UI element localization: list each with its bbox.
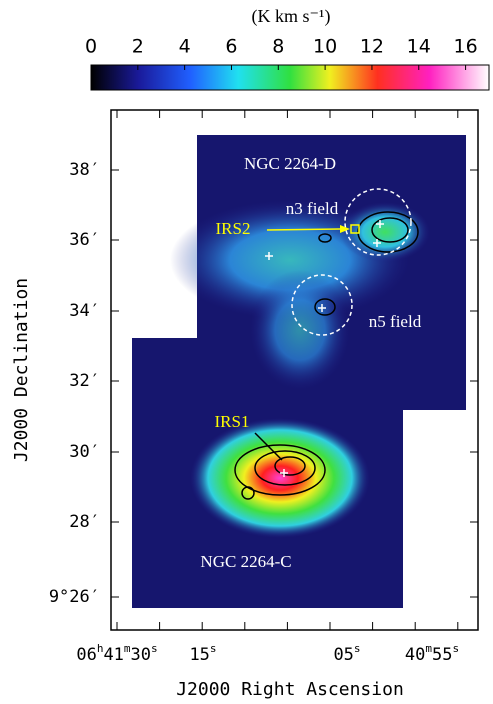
y-tick-label: 36′ [69, 230, 100, 250]
emission [190, 418, 370, 538]
annotation: IRS2 [216, 219, 251, 238]
x-tick-label: 15s [189, 642, 216, 665]
annotation: n5 field [369, 312, 422, 331]
y-tick-label: 34′ [69, 301, 100, 321]
x-tick-label: 40m55s [405, 642, 459, 665]
colorbar-label: (K km s⁻¹) [252, 6, 331, 27]
x-tick-label: 06h41m30s [76, 642, 157, 665]
y-tick-label: 38′ [69, 160, 100, 180]
y-axis-label: J2000 Declination [11, 278, 32, 462]
colorbar-tick-label: 10 [313, 36, 337, 58]
annotation: IRS1 [215, 412, 250, 431]
colorbar-tick-label: 14 [407, 36, 431, 58]
arrow [267, 229, 340, 230]
colorbar-tick-label: 2 [132, 36, 144, 58]
emission [340, 202, 430, 262]
annotation: NGC 2264-D [244, 154, 336, 173]
colorbar-tick-label: 4 [179, 36, 191, 58]
y-tick-label: 30′ [69, 442, 100, 462]
annotation: NGC 2264-C [200, 552, 291, 571]
colorbar-tick-label: 16 [453, 36, 477, 58]
annotation: n3 field [286, 199, 339, 218]
x-axis-label: J2000 Right Ascension [176, 679, 404, 700]
figure: (K km s⁻¹) 0 2 4 6 8 10 12 14 16 NGC 2264-D n3 f… [0, 0, 493, 704]
y-tick-label: 9°26′ [49, 587, 100, 607]
emission [250, 270, 350, 390]
colorbar-tick-label: 0 [85, 36, 97, 58]
y-tick-label: 28′ [69, 512, 100, 532]
y-tick-label: 32′ [69, 371, 100, 391]
colorbar-tick-label: 6 [225, 36, 237, 58]
x-tick-label: 05s [333, 642, 360, 665]
colorbar-tick-label: 8 [272, 36, 284, 58]
colorbar [91, 65, 489, 90]
colorbar-tick-label: 12 [360, 36, 384, 58]
